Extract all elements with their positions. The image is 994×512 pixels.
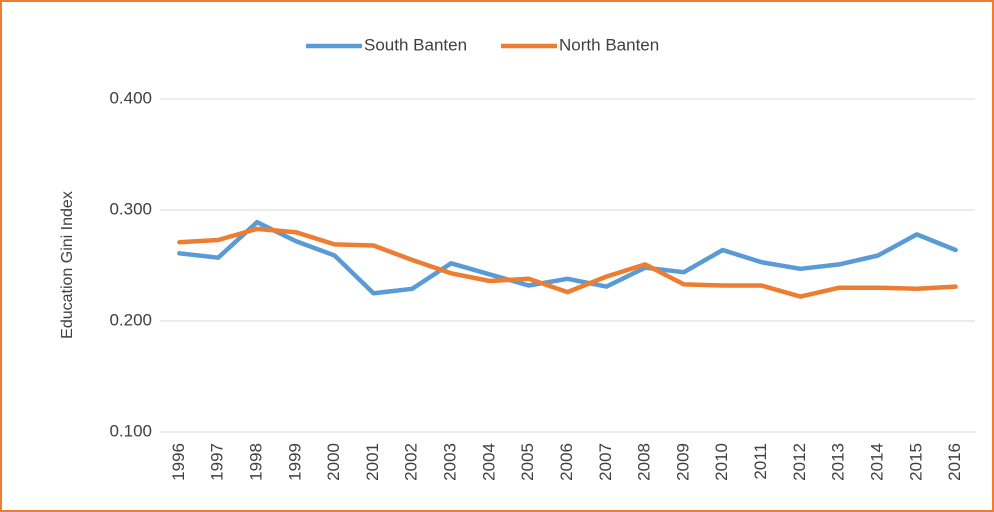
- x-tick-label: 2005: [518, 443, 537, 481]
- data-line: [177, 226, 958, 299]
- y-tick-label: 0.200: [109, 310, 152, 329]
- y-tick-label: 0.100: [109, 421, 152, 440]
- data-line: [177, 219, 958, 296]
- x-tick-label: 1996: [169, 443, 188, 481]
- x-tick-label: 2004: [479, 443, 498, 481]
- y-tick-label: 0.400: [109, 88, 152, 107]
- x-tick-label: 2015: [906, 443, 925, 481]
- x-tick-label: 2011: [751, 443, 770, 480]
- legend-label: South Banten: [364, 35, 467, 54]
- x-tick-label: 2003: [441, 443, 460, 481]
- y-tick-label: 0.300: [109, 199, 152, 218]
- x-tick-label: 2001: [363, 443, 382, 481]
- x-tick-label: 2007: [596, 443, 615, 481]
- y-axis-title: Education Gini Index: [59, 191, 76, 339]
- x-tick-label: 2008: [635, 443, 654, 481]
- x-tick-label: 2013: [829, 443, 848, 481]
- x-tick-label: 2006: [557, 443, 576, 481]
- x-tick-label: 1998: [247, 443, 266, 481]
- x-tick-label: 1997: [208, 443, 227, 481]
- x-tick-label: 2000: [324, 443, 343, 481]
- legend-label: North Banten: [559, 35, 659, 54]
- x-tick-label: 2009: [673, 443, 692, 481]
- x-tick-label: 2014: [867, 443, 886, 481]
- x-tick-label: 2012: [790, 443, 809, 481]
- x-tick-label: 2016: [945, 443, 964, 481]
- x-tick-label: 1999: [285, 443, 304, 481]
- x-tick-label: 2010: [712, 443, 731, 481]
- x-tick-label: 2002: [402, 443, 421, 481]
